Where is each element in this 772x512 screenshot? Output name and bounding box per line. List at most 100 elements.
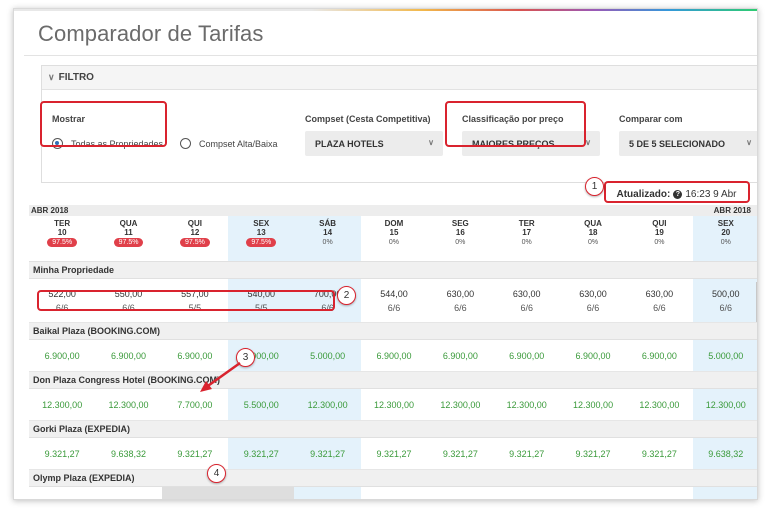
table-row: 12.300,00 12.300,00 7.700,00 5.500,00 12.300… <box>29 389 757 421</box>
month-label-left: ABR 2018 <box>31 206 69 215</box>
availability-value: 6/6 <box>586 302 600 313</box>
scrollbar[interactable] <box>756 282 757 322</box>
radio-compset-high-low[interactable]: Compset Alta/Baixa <box>180 138 278 149</box>
rate-value: 7.700,00 <box>177 399 213 410</box>
day-of-week: SÁB <box>319 219 337 228</box>
day-of-week: TER <box>518 219 535 228</box>
rate-cell[interactable]: 12.300,00 <box>95 389 161 420</box>
rate-value: 11.160,16 <box>109 498 148 500</box>
rate-cell[interactable]: 6.900,00 <box>29 340 95 371</box>
compare-select[interactable]: 5 DE 5 SELECIONADO ∨ <box>619 131 757 156</box>
rate-cell[interactable]: 12.300,00 <box>29 389 95 420</box>
day-of-week: QUA <box>584 219 602 228</box>
radio-label: Todas as Propriedades <box>71 138 164 149</box>
day-number: 19 <box>654 228 664 237</box>
rate-cell[interactable]: 9.321,27 <box>494 438 560 469</box>
rate-cell[interactable]: 6.900,00 <box>560 340 626 371</box>
rate-cell[interactable]: 630,00 6/6 <box>494 279 560 322</box>
day-of-week: TER <box>54 219 71 228</box>
callout-1: 1 <box>585 177 604 196</box>
rate-cell[interactable]: 9.321,27 <box>560 438 626 469</box>
rate-cell[interactable]: 12.300,00 <box>294 389 361 420</box>
rate-value: 11.160,16 <box>507 498 546 500</box>
rate-cell[interactable]: 630,00 6/6 <box>626 279 692 322</box>
rate-cell[interactable]: 6.900,00 <box>162 340 228 371</box>
rate-cell[interactable]: 12.300,00 <box>494 389 560 420</box>
divider <box>24 55 757 56</box>
rate-cell[interactable]: 6.900,00 <box>626 340 692 371</box>
rate-cell[interactable]: 630,00 6/6 <box>427 279 493 322</box>
radio-all-properties[interactable]: Todas as Propriedades <box>52 138 163 149</box>
rate-cell[interactable]: 5.000,00 <box>294 340 361 371</box>
rate-cell[interactable]: 6.900,00 <box>361 340 427 371</box>
rate-value: 630,00 <box>645 288 674 299</box>
rate-cell[interactable]: 6.900,00 <box>494 340 560 371</box>
table-row: 6.900,00 6.900,00 6.900,00 5.000,00 5.000,00… <box>29 340 757 372</box>
rate-cell[interactable]: 9.321,27 <box>361 438 427 469</box>
rate-value: 12.300,00 <box>373 399 414 410</box>
rate-value: 9.321,27 <box>177 448 213 459</box>
rate-table: ABR 2018 ABR 2018 TER 10 97.5% QUA 11 97.5% QU… <box>29 205 757 500</box>
app-window: Comparador de Tarifas ∨ FILTRO Mostrar T… <box>13 8 758 500</box>
rate-cell[interactable]: 5.500,00 <box>228 389 295 420</box>
day-header: TER 17 0% <box>494 216 560 261</box>
rate-cell[interactable]: 11.160,16 <box>560 487 626 500</box>
rate-cell[interactable]: 12.300,00 <box>692 389 757 420</box>
rate-cell[interactable]: 540,00 5/5 <box>228 279 295 322</box>
sort-label: Classificação por preço <box>462 114 564 124</box>
rate-cell[interactable]: 9.321,27 <box>294 438 361 469</box>
rate-cell[interactable]: 557,00 5/5 <box>162 279 228 322</box>
rate-cell[interactable]: 12.300,00 <box>361 389 427 420</box>
filter-header[interactable]: ∨ FILTRO <box>42 66 757 90</box>
rate-cell[interactable]: 500,00 6/6 <box>692 279 757 322</box>
rate-cell[interactable]: 630,00 6/6 <box>560 279 626 322</box>
rate-cell[interactable]: 9.321,27 <box>427 438 493 469</box>
rate-cell[interactable]: 7.700,00 <box>162 389 228 420</box>
day-number: 14 <box>323 228 333 237</box>
day-header: QUI 19 0% <box>626 216 692 261</box>
rate-cell[interactable]: 522,00 6/6 <box>29 279 95 322</box>
rate-cell[interactable]: 9.321,27 <box>29 438 95 469</box>
rate-value: 9.321,27 <box>376 448 412 459</box>
rate-cell[interactable]: 9.321,27 <box>228 438 295 469</box>
day-of-week: QUA <box>119 219 138 228</box>
rate-cell[interactable]: 9.638,32 <box>692 438 757 469</box>
month-label-right: ABR 2018 <box>713 206 751 215</box>
rate-cell[interactable]: 6.900,00 <box>427 340 493 371</box>
rate-cell[interactable]: 12.300,00 <box>626 389 692 420</box>
rate-cell[interactable]: Fechado <box>228 487 295 500</box>
section-competitor: Baikal Plaza (BOOKING.COM) <box>29 323 757 340</box>
rate-cell[interactable]: 9.321,27 <box>162 438 228 469</box>
rate-cell[interactable]: 6.900,00 <box>95 340 161 371</box>
sort-select[interactable]: MAIORES PREÇOS ∨ <box>462 131 600 156</box>
rate-cell[interactable]: 5.000,00 <box>692 340 757 371</box>
month-row: ABR 2018 ABR 2018 <box>29 205 757 216</box>
rate-cell[interactable]: 11.160,16 <box>626 487 692 500</box>
rate-cell[interactable]: Fechado <box>161 487 229 499</box>
rate-cell[interactable]: 11.160,16 <box>692 487 757 499</box>
rate-value: 11.160,16 <box>640 498 679 500</box>
rate-cell[interactable]: 11.160,16 <box>361 487 427 500</box>
rate-cell[interactable]: 11.160,16 <box>29 487 95 500</box>
rate-cell[interactable]: 11.160,16 <box>294 487 361 499</box>
rate-cell[interactable]: 11.160,16 <box>95 487 161 500</box>
section-my-property: Minha Propriedade <box>29 262 757 279</box>
rate-value: Fechado <box>244 498 279 500</box>
help-icon[interactable]: ? <box>673 190 683 199</box>
rate-cell[interactable]: 12.300,00 <box>427 389 493 420</box>
availability-value: 6/6 <box>321 302 334 313</box>
rate-cell[interactable]: 11.160,16 <box>427 487 493 500</box>
rate-cell[interactable]: 11.160,16 <box>494 487 560 500</box>
rate-cell[interactable]: 9.321,27 <box>626 438 692 469</box>
compset-select[interactable]: PLAZA HOTELS ∨ <box>305 131 443 156</box>
rate-value: 12.300,00 <box>440 399 481 410</box>
rate-cell[interactable]: 544,00 6/6 <box>361 279 427 322</box>
rate-cell[interactable]: 9.638,32 <box>95 438 161 469</box>
rate-cell[interactable]: 550,00 6/6 <box>95 279 161 322</box>
day-of-week: QUI <box>652 219 667 228</box>
show-label: Mostrar <box>52 114 86 124</box>
availability-value: 6/6 <box>454 302 467 313</box>
rate-cell[interactable]: 12.300,00 <box>560 389 626 420</box>
occupancy-value: 0% <box>654 239 665 246</box>
filter-header-label: FILTRO <box>58 72 94 83</box>
